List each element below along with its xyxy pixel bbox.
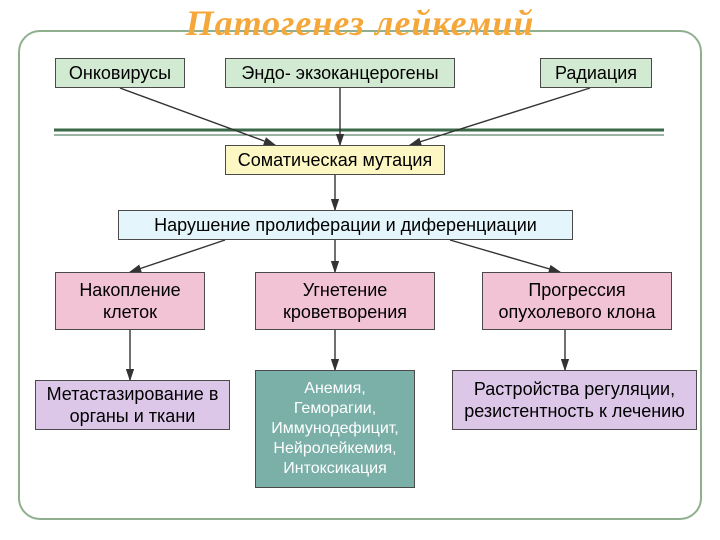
node-rastr: Растройства регуляции, резистентность к … (452, 370, 697, 430)
node-narush: Нарушение пролиферации и диференциации (118, 210, 573, 240)
node-metast: Метастазирование в органы и ткани (35, 380, 230, 430)
node-rad: Радиация (540, 58, 652, 88)
slide-title: Патогенез лейкемий (0, 2, 720, 44)
node-progr: Прогрессия опухолевого клона (482, 272, 672, 330)
node-somat: Соматическая мутация (225, 145, 445, 175)
node-onco: Онковирусы (55, 58, 185, 88)
node-anemia: Анемия, Геморагии, Иммунодефицит, Нейрол… (255, 370, 415, 488)
node-nakop: Накопление клеток (55, 272, 205, 330)
node-ugnet: Угнетение кроветворения (255, 272, 435, 330)
node-endo: Эндо- экзоканцерогены (225, 58, 455, 88)
